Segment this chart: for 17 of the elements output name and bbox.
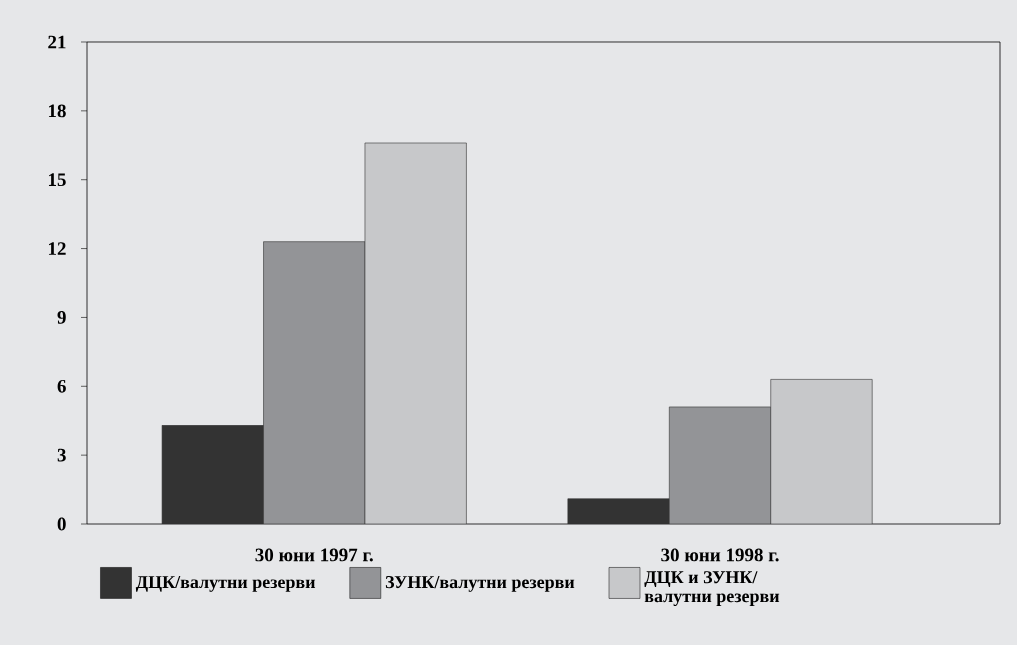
legend-label: ДЦК/валутни резерви — [135, 576, 316, 592]
y-tick-label: 18 — [48, 104, 66, 118]
y-tick-label: 9 — [57, 311, 66, 324]
bar — [263, 241, 366, 524]
bar — [669, 406, 772, 524]
y-tick-label: 3 — [57, 448, 66, 462]
bar — [364, 142, 467, 524]
y-tick-label: 21 — [48, 35, 66, 49]
legend-label: ЗУНК/валутни резерви — [385, 576, 575, 592]
y-tick-label: 6 — [57, 379, 66, 393]
legend-label: ДЦК и ЗУНК/ валутни резерви — [644, 571, 780, 606]
x-tick-label: 30 юни 1998 г. — [661, 548, 779, 562]
y-tick-label: 15 — [48, 173, 66, 187]
bar — [770, 379, 873, 524]
x-tick-label: 30 юни 1997 г. — [255, 548, 373, 562]
y-tick-label: 0 — [57, 517, 66, 531]
y-tick-label: 12 — [48, 242, 66, 255]
